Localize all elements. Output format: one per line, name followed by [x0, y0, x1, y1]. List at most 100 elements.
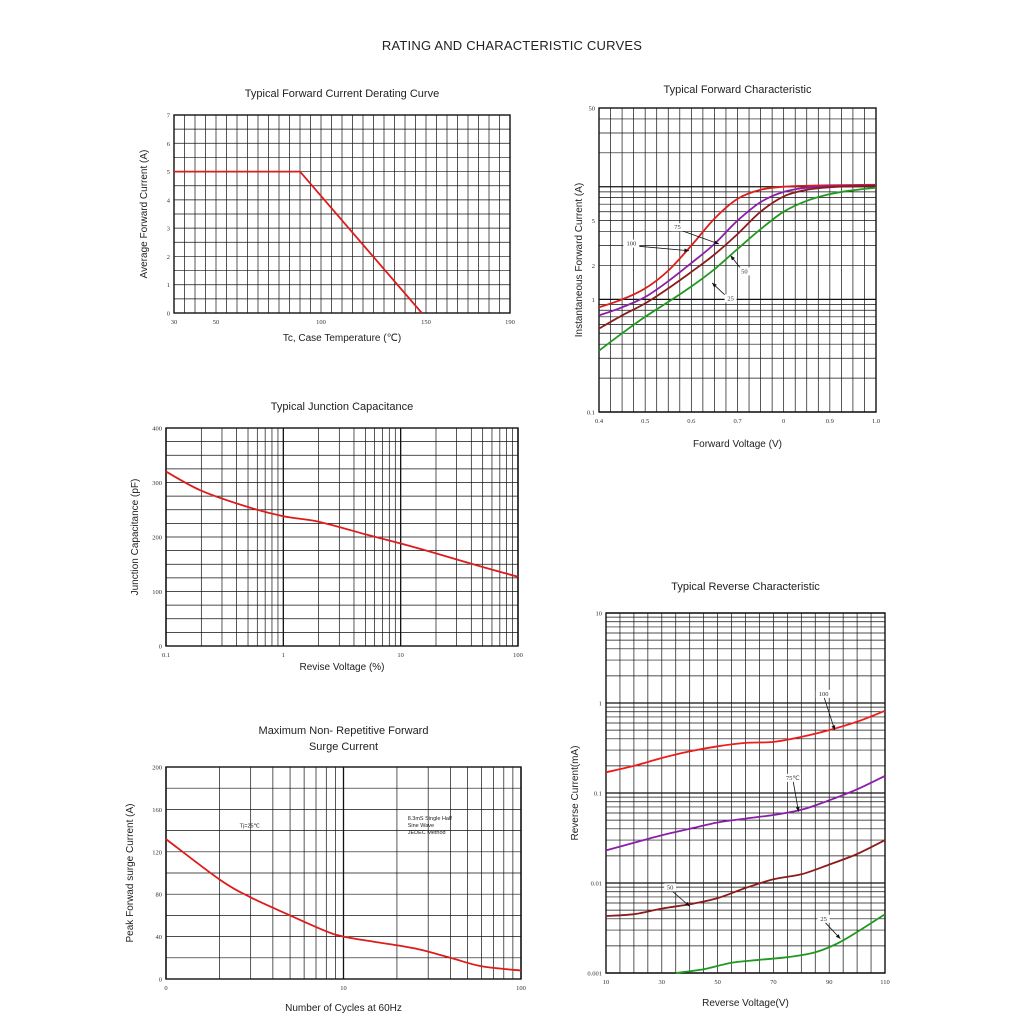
chart-note: 8.3mS Single Half — [408, 816, 452, 822]
x-tick-label: 190 — [505, 319, 515, 326]
series-annotation: 50 — [741, 268, 748, 275]
x-tick-label: 50 — [213, 319, 220, 326]
series-line-25 — [675, 913, 886, 974]
annotation-arrowhead — [684, 901, 690, 907]
plot-frame — [165, 427, 519, 647]
y-tick-label: 10 — [596, 611, 603, 618]
chart-note: Tj=25℃ — [240, 823, 261, 829]
y-tick-label: 300 — [152, 480, 162, 487]
chart-title: Typical Junction Capacitance — [271, 401, 413, 413]
annotation-arrowhead — [831, 725, 836, 731]
y-tick-label: 400 — [152, 426, 162, 433]
annotation-bg — [817, 914, 830, 923]
series-annotation: 50 — [667, 884, 674, 891]
y-tick-label: 160 — [152, 807, 162, 814]
annotation-arrowhead — [835, 934, 841, 939]
series-line-100 — [605, 709, 886, 774]
annotation-bg — [724, 294, 737, 303]
x-tick-label: 1.0 — [872, 418, 880, 425]
x-tick-label: 0.1 — [162, 652, 170, 659]
y-axis-label: Peak Forwad surge Current (A) — [125, 804, 136, 943]
x-tick-label: 100 — [513, 652, 523, 659]
y-tick-label: 0.001 — [587, 971, 602, 978]
chart-title-line: Surge Current — [309, 741, 378, 753]
x-tick-label: 100 — [316, 319, 326, 326]
y-tick-label: 1 — [599, 701, 602, 708]
x-tick-label: 70 — [770, 979, 777, 986]
chart-title-line: Maximum Non- Repetitive Forward — [259, 725, 429, 737]
x-tick-label: 10 — [397, 652, 404, 659]
chart-title: Typical Forward Current Derating Curve — [245, 88, 439, 100]
plot-frame — [173, 114, 511, 314]
series-annotation: 100 — [819, 691, 829, 698]
grid — [605, 612, 886, 974]
series-annotation: 75 — [674, 224, 681, 231]
y-tick-label: 0 — [159, 644, 162, 651]
series-line-75 — [598, 184, 877, 317]
y-tick-label: 0 — [159, 977, 162, 984]
chart-note: Sine Wave — [408, 823, 434, 829]
y-tick-label: 0 — [167, 311, 170, 318]
annotation-bg — [784, 773, 801, 782]
x-tick-label: 10 — [340, 985, 347, 992]
annotation-bg — [671, 223, 684, 232]
y-axis-label: Junction Capacitance (pF) — [130, 479, 141, 596]
y-axis-label: Reverse Current(mA) — [570, 745, 581, 840]
x-tick-label: 0 — [782, 418, 785, 425]
y-tick-label: 1 — [592, 297, 595, 304]
y-tick-label: 40 — [156, 934, 163, 941]
x-tick-label: 50 — [714, 979, 721, 986]
x-axis-label: Revise Voltage (%) — [299, 662, 384, 673]
y-tick-label: 7 — [167, 113, 171, 120]
chart-title: Typical Reverse Characteristic — [671, 581, 820, 593]
annotation-leader — [677, 228, 720, 245]
y-tick-label: 200 — [152, 765, 162, 772]
x-tick-label: 0.9 — [826, 418, 834, 425]
page-title: RATING AND CHARACTERISTIC CURVES — [381, 38, 643, 53]
x-tick-label: 30 — [171, 319, 178, 326]
series-annotation: 100 — [626, 241, 636, 248]
x-axis-label: Forward Voltage (V) — [693, 439, 782, 450]
x-tick-label: 0.7 — [733, 418, 742, 425]
y-tick-label: 50 — [589, 106, 596, 113]
annotation-leader — [631, 245, 690, 252]
annotation-arrowhead — [795, 806, 800, 812]
x-tick-label: 0.4 — [595, 418, 604, 425]
x-tick-label: 0 — [164, 985, 167, 992]
y-tick-label: 80 — [156, 892, 163, 899]
y-tick-label: 0.01 — [591, 881, 602, 888]
series-line — [174, 170, 423, 314]
x-tick-label: 110 — [880, 979, 890, 986]
chart-title: Typical Forward Characteristic — [664, 84, 812, 96]
series-annotation: 75℃ — [786, 775, 801, 782]
x-tick-label: 30 — [659, 979, 666, 986]
annotation-leader — [823, 695, 836, 731]
series-line-25 — [598, 186, 877, 352]
y-tick-label: 2 — [592, 263, 595, 270]
annotation-leader — [792, 779, 799, 812]
chart-note: JEDEC Method — [408, 830, 446, 836]
y-tick-label: 3 — [167, 226, 170, 233]
series-line-50 — [605, 839, 886, 917]
series-line-50 — [598, 184, 877, 330]
x-tick-label: 0.6 — [687, 418, 696, 425]
y-tick-label: 4 — [167, 197, 171, 204]
annotation-bg — [738, 267, 751, 276]
x-tick-label: 0.5 — [641, 418, 649, 425]
grid — [165, 427, 519, 647]
annotation-arrowhead — [730, 255, 735, 261]
y-tick-label: 0.1 — [587, 410, 595, 417]
y-axis-label: Average Forward Current (A) — [139, 150, 150, 279]
y-axis-label: Instantaneous Forward Current (A) — [574, 183, 585, 338]
x-tick-label: 150 — [421, 319, 431, 326]
series-line-75 — [605, 775, 886, 852]
series-annotation: 25 — [727, 295, 734, 302]
x-axis-label: Reverse Voltage(V) — [702, 998, 789, 1009]
grid — [598, 107, 877, 413]
y-tick-label: 1 — [167, 282, 170, 289]
